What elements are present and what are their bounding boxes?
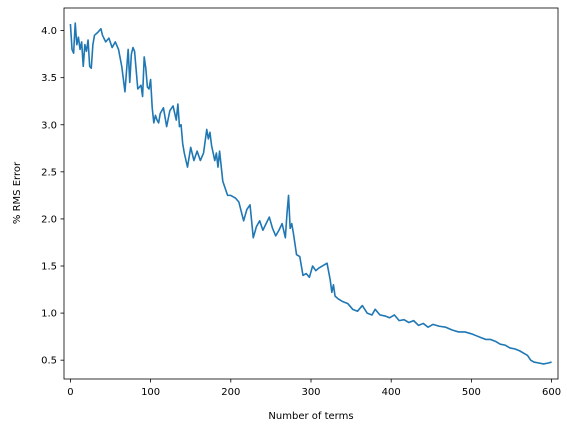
y-axis-label: % RMS Error <box>12 161 23 224</box>
x-tick-label: 600 <box>542 387 561 398</box>
y-tick-label: 1.0 <box>41 309 57 320</box>
y-tick-label: 2.0 <box>41 214 57 225</box>
x-tick-label: 400 <box>382 387 401 398</box>
x-tick-label: 300 <box>301 387 320 398</box>
y-tick-label: 3.0 <box>41 120 57 131</box>
y-tick-label: 1.5 <box>41 262 57 273</box>
y-tick-label: 4.0 <box>41 26 57 37</box>
series-line-0 <box>69 22 552 365</box>
x-axis-label: Number of terms <box>268 411 353 422</box>
x-tick-label: 100 <box>141 387 160 398</box>
y-tick-label: 2.5 <box>41 167 57 178</box>
x-tick-label: 500 <box>462 387 481 398</box>
y-tick-label: 0.5 <box>41 356 57 367</box>
x-tick-label: 200 <box>221 387 240 398</box>
y-tick-label: 3.5 <box>41 73 57 84</box>
x-axis-ticks: 0 100 200 300 400 500 600 <box>67 379 561 398</box>
series-layer <box>69 22 552 365</box>
x-tick-label: 0 <box>67 387 73 398</box>
y-axis-ticks: 0.5 1.0 1.5 2.0 2.5 3.0 3.5 4.0 <box>41 26 64 367</box>
